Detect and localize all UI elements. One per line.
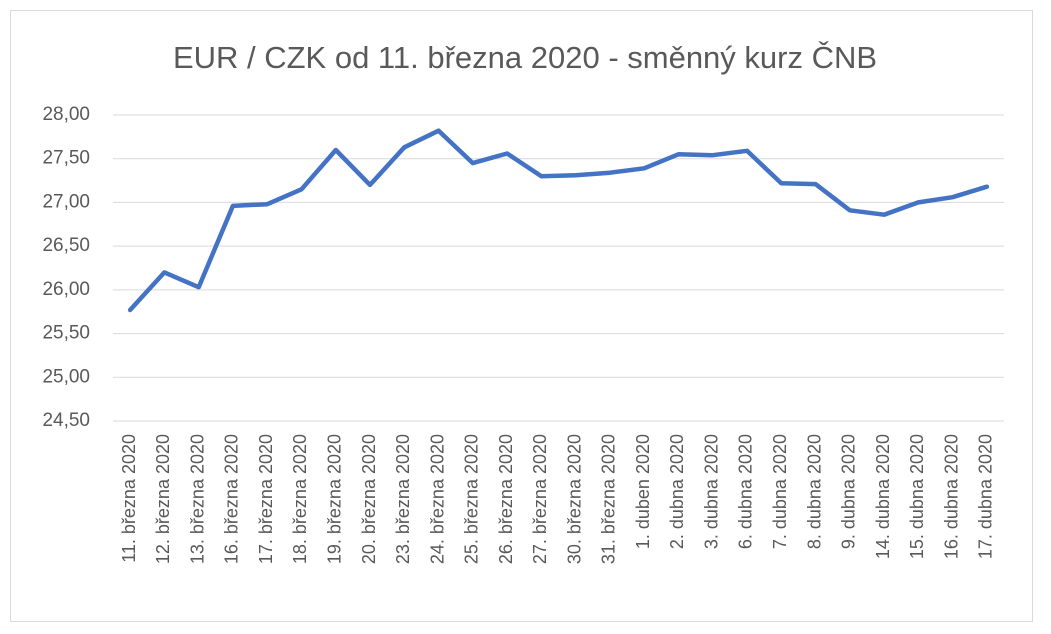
x-tick-label: 24. března 2020	[427, 434, 447, 564]
x-tick-label: 31. března 2020	[599, 434, 619, 564]
x-tick-label: 27. března 2020	[530, 434, 550, 564]
x-tick-label: 8. dubna 2020	[804, 434, 824, 549]
x-tick-label: 9. dubna 2020	[839, 434, 859, 549]
y-tick-label: 27,00	[42, 191, 90, 212]
x-tick-label: 25. března 2020	[462, 434, 482, 564]
chart-title: EUR / CZK od 11. března 2020 - směnný ku…	[173, 40, 877, 75]
y-tick-label: 27,50	[42, 148, 90, 169]
x-tick-label: 18. března 2020	[290, 434, 310, 564]
y-tick-label: 28,00	[42, 104, 90, 125]
y-tick-label: 26,50	[42, 235, 90, 256]
x-tick-label: 6. dubna 2020	[736, 434, 756, 549]
y-tick-label: 26,00	[42, 279, 90, 300]
x-tick-label: 3. dubna 2020	[701, 434, 721, 549]
y-tick-label: 24,50	[42, 410, 90, 431]
x-tick-label: 14. dubna 2020	[873, 434, 893, 559]
x-tick-label: 17. března 2020	[256, 434, 276, 564]
x-tick-label: 16. března 2020	[222, 434, 242, 564]
y-tick-label: 25,00	[42, 366, 90, 387]
x-tick-label: 1. duben 2020	[633, 434, 653, 549]
x-tick-label: 11. března 2020	[119, 434, 139, 563]
x-tick-label: 15. dubna 2020	[907, 434, 927, 559]
x-tick-label: 19. března 2020	[325, 434, 345, 564]
x-tick-label: 2. dubna 2020	[667, 434, 687, 549]
x-tick-label: 12. března 2020	[153, 434, 173, 564]
data-line	[127, 128, 990, 313]
x-tick-label: 17. dubna 2020	[976, 434, 996, 559]
x-tick-label: 30. března 2020	[564, 434, 584, 564]
x-tick-label: 26. března 2020	[496, 434, 516, 564]
x-tick-label: 16. dubna 2020	[941, 434, 961, 559]
chart-frame	[10, 10, 1033, 622]
x-tick-label: 20. března 2020	[359, 434, 379, 564]
x-tick-label: 23. března 2020	[393, 434, 413, 564]
y-tick-label: 25,50	[42, 323, 90, 344]
x-tick-label: 7. dubna 2020	[770, 434, 790, 549]
x-tick-label: 13. března 2020	[187, 434, 207, 564]
